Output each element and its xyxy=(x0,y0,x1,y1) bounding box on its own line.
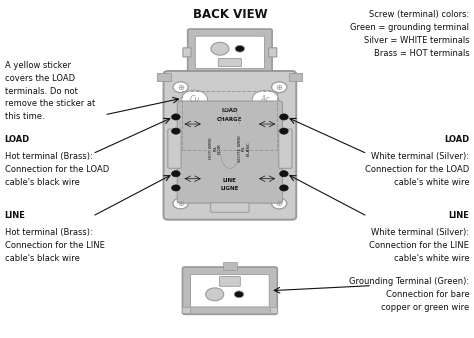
Circle shape xyxy=(172,185,180,191)
Text: ⊕: ⊕ xyxy=(177,83,184,92)
Text: LINE: LINE xyxy=(448,211,469,220)
Circle shape xyxy=(280,185,288,191)
FancyBboxPatch shape xyxy=(164,71,296,220)
Circle shape xyxy=(252,90,279,109)
Circle shape xyxy=(173,82,188,93)
FancyBboxPatch shape xyxy=(191,274,269,307)
FancyBboxPatch shape xyxy=(269,48,277,57)
FancyBboxPatch shape xyxy=(219,276,240,286)
Text: HOT WIRE
FIL
NOIR: HOT WIRE FIL NOIR xyxy=(210,137,222,159)
Text: LOAD: LOAD xyxy=(5,135,30,144)
Circle shape xyxy=(172,128,180,134)
Text: CHARGE: CHARGE xyxy=(217,117,243,121)
FancyBboxPatch shape xyxy=(168,129,181,168)
Text: Grounding Terminal (Green):
Connection for bare
copper or green wire: Grounding Terminal (Green): Connection f… xyxy=(349,277,469,312)
FancyBboxPatch shape xyxy=(195,36,264,69)
FancyBboxPatch shape xyxy=(183,48,191,57)
Text: White terminal (Silver):
Connection for the LINE
cable's white wire: White terminal (Silver): Connection for … xyxy=(369,228,469,263)
Text: WHITE WIRE
FIL
BLANC: WHITE WIRE FIL BLANC xyxy=(238,135,250,162)
Text: Hot terminal (Brass):
Connection for the LOAD
cable's black wire: Hot terminal (Brass): Connection for the… xyxy=(5,152,109,187)
Text: Cu: Cu xyxy=(189,95,200,104)
Text: LINE: LINE xyxy=(5,211,26,220)
Text: Screw (terminal) colors:
Green = grounding terminal
Silver = WHITE terminals
Bra: Screw (terminal) colors: Green = groundi… xyxy=(350,10,469,58)
FancyBboxPatch shape xyxy=(210,203,249,212)
Circle shape xyxy=(280,128,288,134)
Bar xyxy=(289,73,302,81)
Circle shape xyxy=(206,288,224,301)
FancyBboxPatch shape xyxy=(188,29,272,76)
Circle shape xyxy=(235,45,245,52)
Text: Ac: Ac xyxy=(261,95,270,104)
Text: ⊕: ⊕ xyxy=(177,199,184,208)
FancyBboxPatch shape xyxy=(279,129,292,168)
Circle shape xyxy=(280,171,288,177)
Circle shape xyxy=(172,114,180,120)
Text: A yellow sticker
covers the LOAD
terminals. Do not
remove the sticker at
this ti: A yellow sticker covers the LOAD termina… xyxy=(5,61,95,121)
Text: LIGNE: LIGNE xyxy=(221,186,239,191)
Text: Hot terminal (Brass):
Connection for the LINE
cable's black wire: Hot terminal (Brass): Connection for the… xyxy=(5,228,105,263)
Circle shape xyxy=(272,82,287,93)
Circle shape xyxy=(272,198,287,209)
Bar xyxy=(223,262,237,270)
Circle shape xyxy=(181,90,208,109)
FancyBboxPatch shape xyxy=(177,101,283,203)
Circle shape xyxy=(211,42,229,55)
Bar xyxy=(157,73,171,81)
Text: White terminal (Silver):
Connection for the LOAD
cable's white wire: White terminal (Silver): Connection for … xyxy=(365,152,469,187)
FancyBboxPatch shape xyxy=(218,58,241,67)
Text: LOAD: LOAD xyxy=(222,108,238,113)
Text: LOAD: LOAD xyxy=(444,135,469,144)
Text: BACK VIEW: BACK VIEW xyxy=(192,8,267,21)
Text: ⊕: ⊕ xyxy=(276,199,283,208)
FancyBboxPatch shape xyxy=(182,267,277,314)
Bar xyxy=(270,307,277,313)
Circle shape xyxy=(280,114,288,120)
Text: LINE: LINE xyxy=(223,178,237,183)
Circle shape xyxy=(173,198,188,209)
Circle shape xyxy=(172,171,180,177)
Circle shape xyxy=(234,291,244,298)
Bar xyxy=(182,307,190,313)
Text: ⊕: ⊕ xyxy=(276,83,283,92)
